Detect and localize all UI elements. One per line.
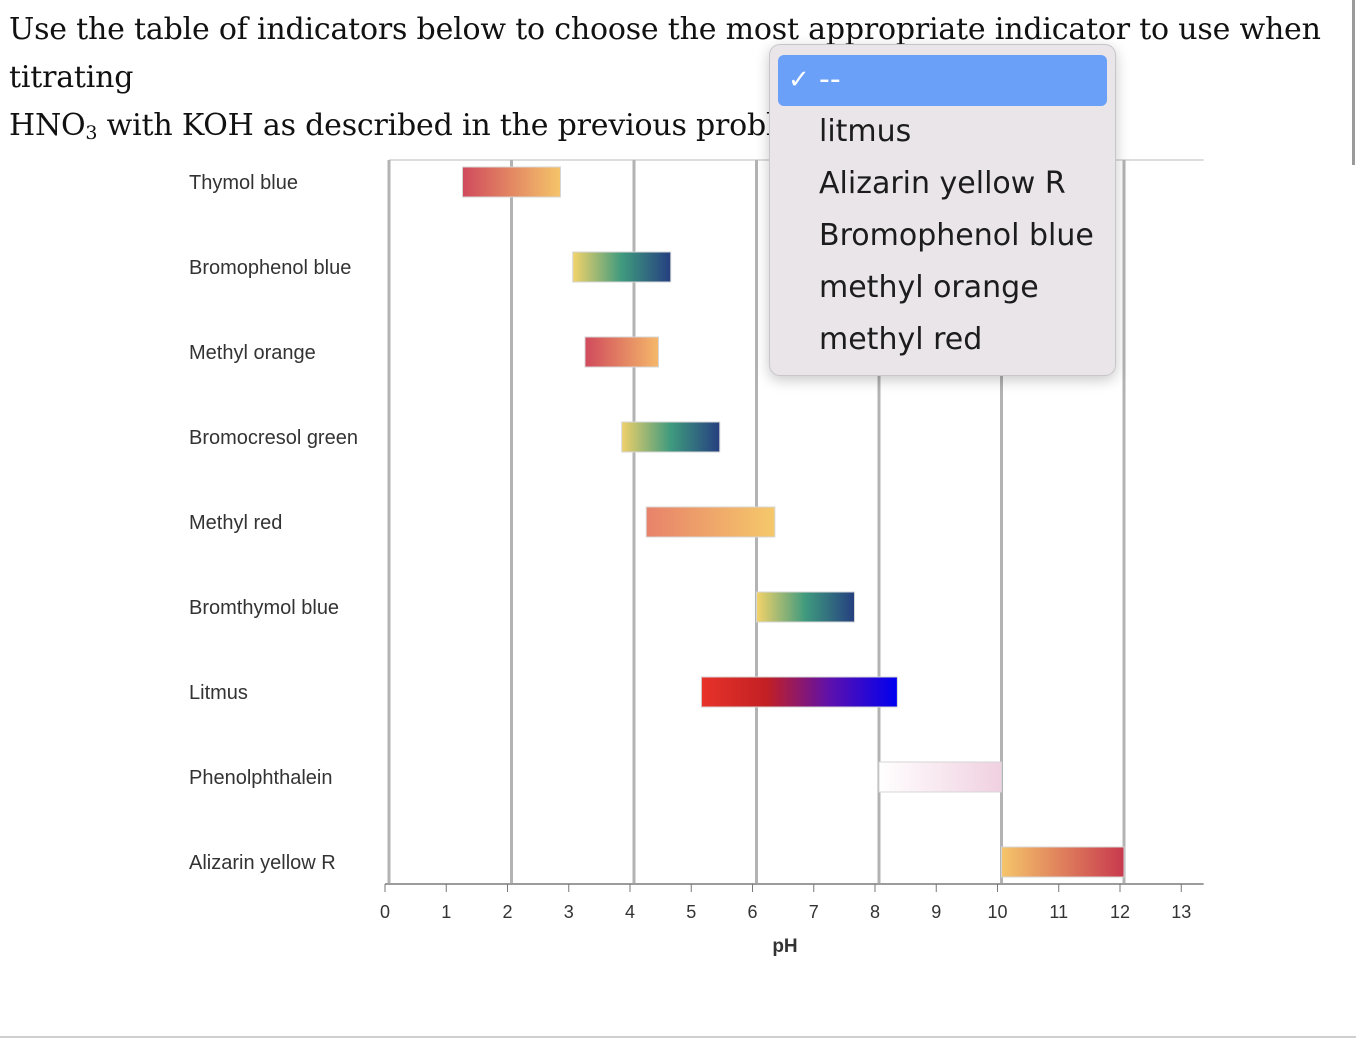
indicator-bar <box>462 166 561 198</box>
x-tick-label: 5 <box>686 902 696 922</box>
indicator-bar <box>878 761 1002 793</box>
indicator-bar <box>572 251 672 283</box>
indicator-chart: Thymol blue Bromophenol blue Methyl orange… <box>189 159 1204 957</box>
x-tick-label: 11 <box>1049 902 1068 922</box>
chart-bars <box>462 166 1125 878</box>
question-text: Use the table of indicators below to cho… <box>9 6 1354 153</box>
indicator-label: Alizarin yellow R <box>189 852 336 874</box>
formula-subscript: 3 <box>85 122 98 144</box>
x-tick-label: 8 <box>870 902 880 922</box>
indicator-label: Litmus <box>189 682 248 704</box>
x-tick-label: 1 <box>441 902 451 922</box>
x-tick-label: 13 <box>1171 902 1191 922</box>
dropdown-option-alizarin-yellow-r[interactable]: Alizarin yellow R <box>819 166 1066 201</box>
x-tick-label: 12 <box>1110 902 1130 922</box>
x-tick-label: 7 <box>809 902 819 922</box>
formula-hno: HNO <box>9 108 86 143</box>
indicator-dropdown-menu[interactable]: ✓ -- litmus Alizarin yellow R Bromopheno… <box>769 44 1116 376</box>
bottom-divider <box>0 1036 1356 1038</box>
x-tick-label: 6 <box>747 902 757 922</box>
indicator-bar <box>756 591 855 623</box>
dropdown-option-litmus[interactable]: litmus <box>819 114 912 149</box>
chart-indicator-labels: Thymol blue Bromophenol blue Methyl orange… <box>189 172 358 874</box>
indicator-label: Bromthymol blue <box>189 597 339 619</box>
x-tick-label: 9 <box>931 902 941 922</box>
scrollbar-indicator <box>1352 0 1355 165</box>
indicator-label: Bromophenol blue <box>189 257 351 279</box>
x-tick-label: 3 <box>564 902 574 922</box>
question-line-1: Use the table of indicators below to cho… <box>9 12 1321 95</box>
indicator-label: Phenolphthalein <box>189 767 332 789</box>
indicator-bar <box>584 336 659 368</box>
check-icon: ✓ <box>788 65 810 95</box>
x-tick-label: 0 <box>380 902 390 922</box>
indicator-bar <box>621 421 721 453</box>
x-tick-label: 10 <box>987 902 1007 922</box>
question-line-2: HNO3 with KOH as described in the previo… <box>9 102 1354 153</box>
indicator-bar <box>1001 846 1125 878</box>
dropdown-option-selected[interactable]: ✓ -- <box>778 55 1107 106</box>
indicator-bar <box>645 506 776 538</box>
indicator-label: Methyl orange <box>189 342 316 364</box>
indicator-label: Thymol blue <box>189 172 298 194</box>
x-axis-title: pH <box>772 936 797 957</box>
x-tick-label: 4 <box>625 902 635 922</box>
dropdown-option-methyl-orange[interactable]: methyl orange <box>819 270 1039 305</box>
question-line-2-rest: with KOH as described in the previous pr… <box>97 108 822 143</box>
x-tick-label: 2 <box>502 902 512 922</box>
dropdown-selected-label: -- <box>819 62 841 97</box>
dropdown-option-methyl-red[interactable]: methyl red <box>819 322 983 357</box>
indicator-label: Methyl red <box>189 512 282 534</box>
indicator-label: Bromocresol green <box>189 427 358 449</box>
dropdown-option-bromophenol-blue[interactable]: Bromophenol blue <box>819 218 1094 253</box>
indicator-bar <box>700 676 898 708</box>
